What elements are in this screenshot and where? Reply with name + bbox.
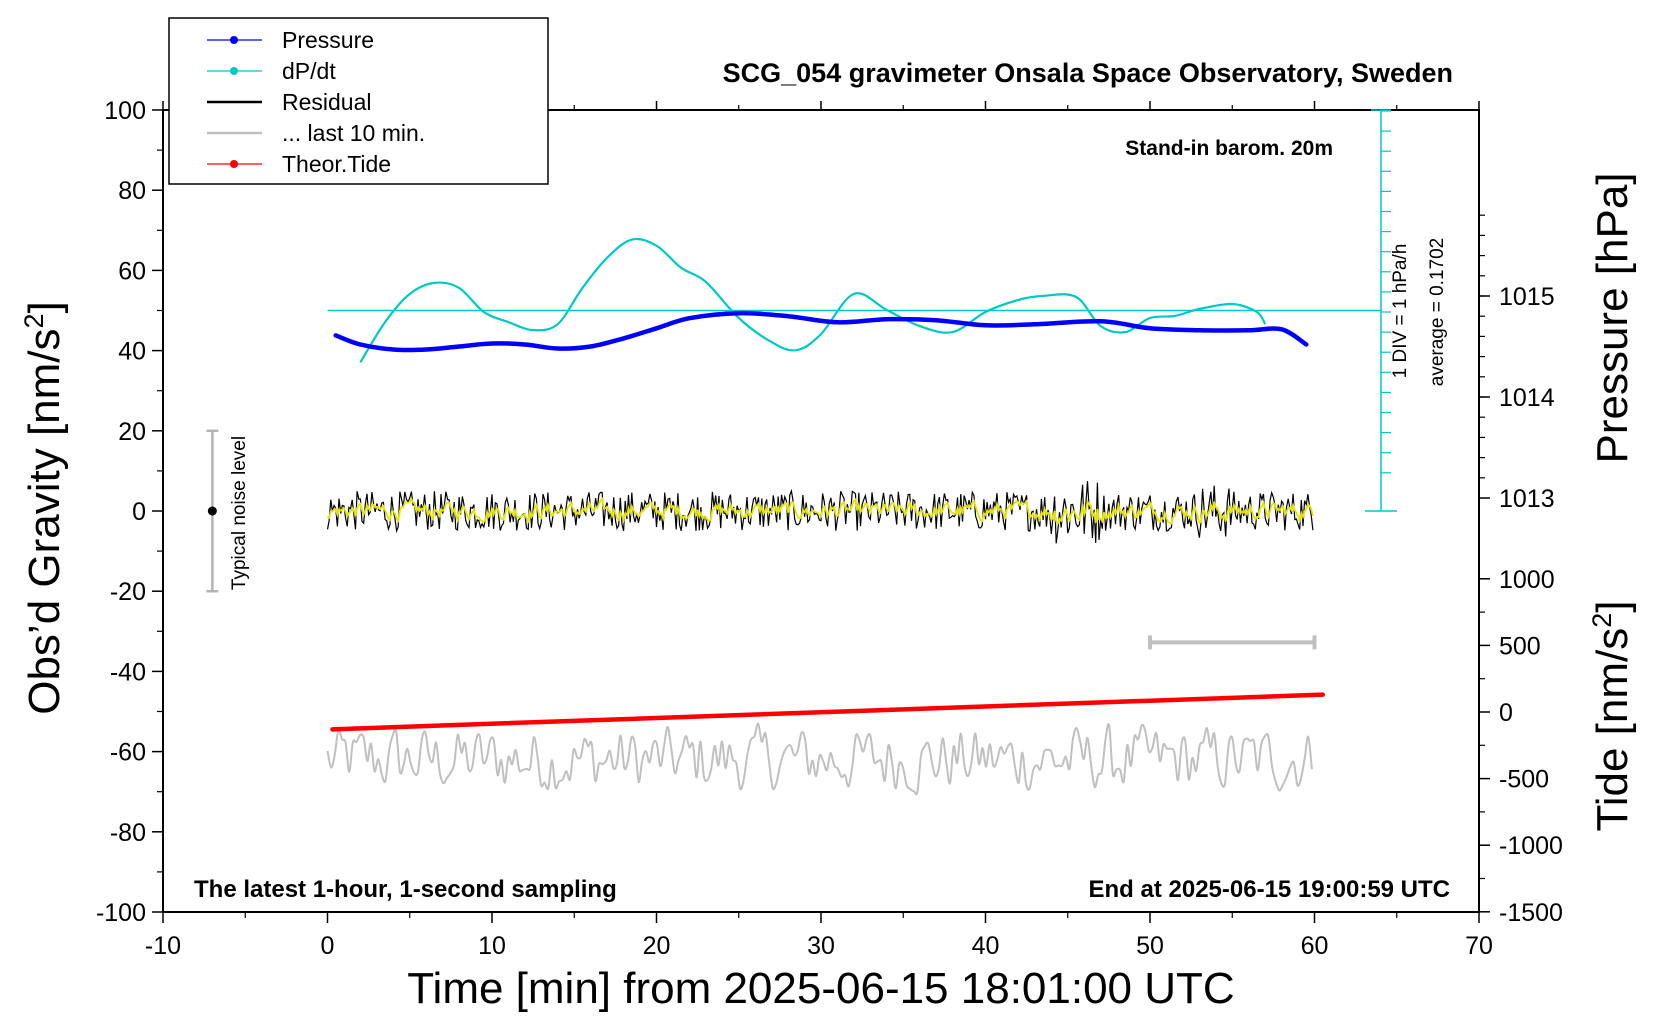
tide-axis-label: Tide [nm/s2] — [1587, 600, 1637, 831]
x-tick-label: 70 — [1465, 932, 1493, 960]
x-axis-ticks: -10 0 10 20 30 40 50 60 70 — [145, 101, 1493, 960]
bottom-right-note: End at 2025-06-15 19:00:59 UTC — [1089, 876, 1451, 903]
y-tick-label: 60 — [118, 257, 146, 285]
noise-label: Typical noise level — [229, 436, 250, 590]
pressure-axis-ticks: 1015 1014 1013 — [1479, 214, 1555, 513]
tide-tick-label: 500 — [1499, 632, 1541, 660]
noise-bar-marker — [207, 506, 217, 516]
x-axis-label: Time [min] from 2025-06-15 18:01:00 UTC — [407, 964, 1234, 1013]
legend-label: ... last 10 min. — [282, 120, 425, 146]
y-axis-label-close: ] — [20, 301, 69, 313]
series-layer — [326, 237, 1381, 796]
x-tick-label: 40 — [972, 932, 1000, 960]
y-tick-label: 20 — [118, 418, 146, 446]
y-tick-label: -100 — [96, 899, 146, 927]
pressure-tick-label: 1013 — [1499, 485, 1555, 513]
y-tick-label: 80 — [118, 177, 146, 205]
y-axis-label-text: Obs’d Gravity [nm/s — [20, 328, 69, 714]
legend-label: Residual — [282, 89, 372, 115]
y-tick-label: 0 — [132, 498, 146, 526]
series-last-10-min-line — [326, 722, 1313, 796]
series-theor-tide-line — [330, 692, 1325, 732]
tide-tick-label: 0 — [1499, 699, 1513, 727]
div-label: 1 DIV = 1 hPa/h — [1390, 244, 1411, 379]
barometer-label: Stand-in barom. 20m — [1125, 137, 1333, 160]
series-residual-line — [326, 481, 1314, 544]
noise-level-bar — [206, 429, 219, 593]
average-label: average = 0.1702 — [1427, 238, 1448, 386]
y-axis-ticks: 100 80 60 40 20 0 -20 -40 -60 -80 -100 — [96, 97, 163, 927]
tide-tick-label: -1500 — [1499, 899, 1563, 927]
bottom-left-note: The latest 1-hour, 1-second sampling — [194, 876, 617, 903]
tide-tick-label: -500 — [1499, 766, 1549, 794]
x-tick-label: 30 — [807, 932, 835, 960]
pressure-tick-label: 1014 — [1499, 384, 1555, 412]
legend-entries: Pressure dP/dt Residual ... last 10 min. The… — [207, 27, 425, 177]
pressure-axis-label: Pressure [hPa] — [1588, 172, 1637, 463]
tide-axis-label-text: Tide [nm/s — [1588, 628, 1637, 832]
legend: Pressure dP/dt Residual ... last 10 min. The… — [168, 17, 549, 185]
tide-axis-label-close: ] — [1588, 600, 1637, 612]
legend-swatch-marker — [230, 67, 238, 75]
x-tick-label: 20 — [643, 932, 671, 960]
tide-axis-ticks: 1000 500 0 -500 -1000 -1500 — [1479, 566, 1563, 927]
legend-swatch-marker — [230, 160, 238, 168]
series-dpdt-line — [359, 237, 1267, 363]
x-tick-label: 10 — [478, 932, 506, 960]
y-tick-label: -40 — [110, 658, 146, 686]
tide-tick-label: -1000 — [1499, 832, 1563, 860]
chart-title: SCG_054 gravimeter Onsala Space Observat… — [723, 58, 1453, 88]
y-axis-label-left: Obs’d Gravity [nm/s2] — [19, 301, 69, 715]
series-residual-smooth-line — [327, 496, 1314, 525]
x-tick-label: 50 — [1136, 932, 1164, 960]
pressure-tick-label: 1015 — [1499, 283, 1555, 311]
x-tick-label: 0 — [321, 932, 335, 960]
legend-label: Theor.Tide — [282, 151, 391, 177]
x-tick-label: -10 — [145, 932, 181, 960]
tide-axis-label-sup: 2 — [1587, 613, 1617, 628]
y-tick-label: 40 — [118, 338, 146, 366]
y-tick-label: -20 — [110, 578, 146, 606]
y-tick-label: -60 — [110, 739, 146, 767]
legend-swatch-marker — [230, 36, 238, 44]
y-axis-label-sup: 2 — [19, 313, 49, 328]
legend-label: dP/dt — [282, 58, 336, 84]
legend-label: Pressure — [282, 27, 374, 53]
tide-tick-label: 1000 — [1499, 566, 1555, 594]
series-pressure-line — [333, 310, 1309, 353]
y-tick-label: -80 — [110, 819, 146, 847]
gray-scale-bar — [1148, 635, 1317, 650]
x-tick-label: 60 — [1301, 932, 1329, 960]
y-tick-label: 100 — [104, 97, 146, 125]
